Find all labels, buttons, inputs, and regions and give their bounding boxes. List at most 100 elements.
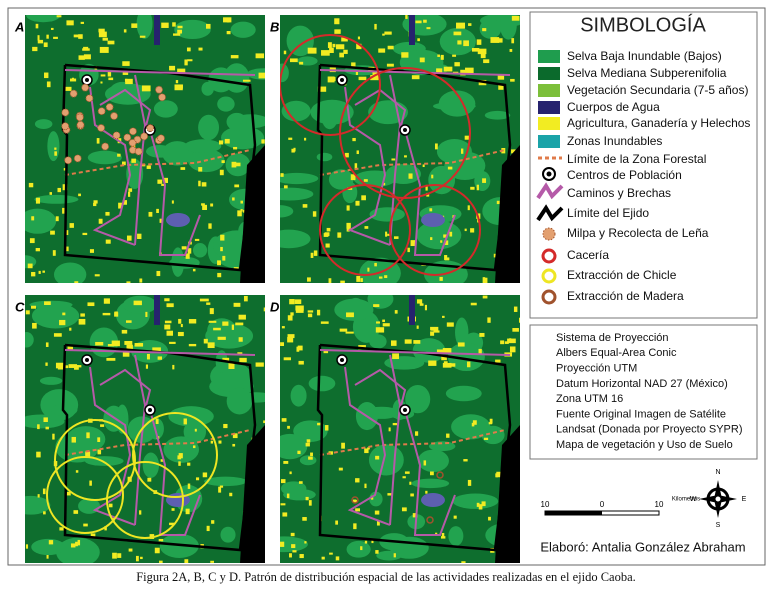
agriculture xyxy=(327,42,332,49)
agriculture xyxy=(86,432,90,439)
agriculture xyxy=(328,278,332,283)
agriculture xyxy=(442,315,445,318)
agriculture xyxy=(387,493,392,496)
agriculture xyxy=(97,449,102,455)
agriculture xyxy=(298,360,304,365)
road xyxy=(64,69,256,76)
bajo xyxy=(226,387,253,415)
agriculture xyxy=(308,456,313,460)
town-dot xyxy=(403,408,407,412)
agriculture xyxy=(280,173,284,177)
agriculture xyxy=(77,539,81,546)
agriculture xyxy=(312,211,317,217)
road xyxy=(319,349,511,356)
agriculture xyxy=(518,317,520,323)
agriculture xyxy=(177,331,184,337)
hunting-area xyxy=(319,184,411,276)
agriculture xyxy=(46,81,51,88)
agriculture xyxy=(38,270,41,274)
agriculture xyxy=(158,538,164,542)
agriculture xyxy=(511,38,515,44)
milpa xyxy=(69,89,78,98)
agriculture xyxy=(423,19,427,23)
milpa xyxy=(128,127,137,136)
bajo xyxy=(142,452,160,478)
agriculture xyxy=(233,302,241,307)
agriculture xyxy=(122,200,127,205)
scale-label: 0 xyxy=(600,500,605,509)
agriculture xyxy=(360,546,363,551)
legend-label: Extracción de Madera xyxy=(567,289,684,303)
bajo xyxy=(163,436,200,463)
agriculture xyxy=(404,339,412,344)
compass-label: N xyxy=(715,469,720,476)
agriculture xyxy=(360,278,363,283)
agriculture xyxy=(409,481,412,485)
milpa xyxy=(112,131,121,140)
agriculture xyxy=(329,552,333,555)
milpa xyxy=(110,111,119,120)
agriculture xyxy=(141,85,151,92)
agriculture xyxy=(294,299,302,304)
agriculture xyxy=(107,71,112,77)
agriculture xyxy=(25,544,29,549)
agriculture xyxy=(419,303,424,306)
agriculture xyxy=(495,473,498,478)
agriculture xyxy=(187,483,191,489)
agriculture xyxy=(156,208,159,214)
agriculture xyxy=(188,319,197,324)
milpa xyxy=(101,142,110,151)
milpa xyxy=(146,124,155,133)
agriculture xyxy=(106,357,116,361)
agriculture xyxy=(482,277,486,283)
wood-area xyxy=(351,496,359,504)
agriculture xyxy=(122,161,126,166)
road xyxy=(354,368,407,411)
agriculture xyxy=(440,536,446,539)
milpa xyxy=(128,138,137,147)
bajo xyxy=(217,96,235,112)
agriculture xyxy=(107,344,115,347)
legend-title: SIMBOLOGÍA xyxy=(580,13,706,36)
legend-label: Cacería xyxy=(567,248,609,262)
legend-label: Selva Baja Inundable (Bajos) xyxy=(567,49,722,63)
agriculture xyxy=(476,184,479,191)
agriculture xyxy=(93,200,98,204)
agriculture xyxy=(166,303,174,308)
bajo xyxy=(39,376,63,385)
agriculture xyxy=(198,47,203,51)
agriculture xyxy=(449,231,453,237)
agriculture xyxy=(289,298,295,305)
bajo xyxy=(280,205,294,218)
agriculture xyxy=(429,471,434,476)
agriculture xyxy=(199,298,209,302)
agriculture xyxy=(57,187,61,193)
bajo xyxy=(25,495,51,515)
agriculture xyxy=(32,46,38,52)
agriculture xyxy=(208,223,212,229)
agriculture xyxy=(258,72,265,79)
hunting-area xyxy=(339,67,471,199)
agriculture xyxy=(64,86,72,91)
milpa xyxy=(75,113,84,122)
bajo xyxy=(308,375,336,392)
agriculture xyxy=(283,460,289,464)
agriculture xyxy=(50,230,55,235)
agriculture xyxy=(114,312,119,317)
agriculture xyxy=(82,232,88,236)
agriculture xyxy=(135,555,139,562)
bajo xyxy=(174,19,211,40)
agriculture xyxy=(80,313,85,317)
bajo xyxy=(479,18,502,39)
symbol-town xyxy=(546,171,552,177)
agriculture xyxy=(385,231,388,237)
agriculture xyxy=(117,153,121,157)
agriculture xyxy=(78,318,86,325)
road xyxy=(404,129,456,256)
agriculture xyxy=(31,216,35,221)
agriculture xyxy=(344,152,349,158)
agriculture xyxy=(122,70,129,75)
road xyxy=(99,88,152,131)
agriculture xyxy=(405,15,408,19)
agriculture xyxy=(468,23,472,26)
